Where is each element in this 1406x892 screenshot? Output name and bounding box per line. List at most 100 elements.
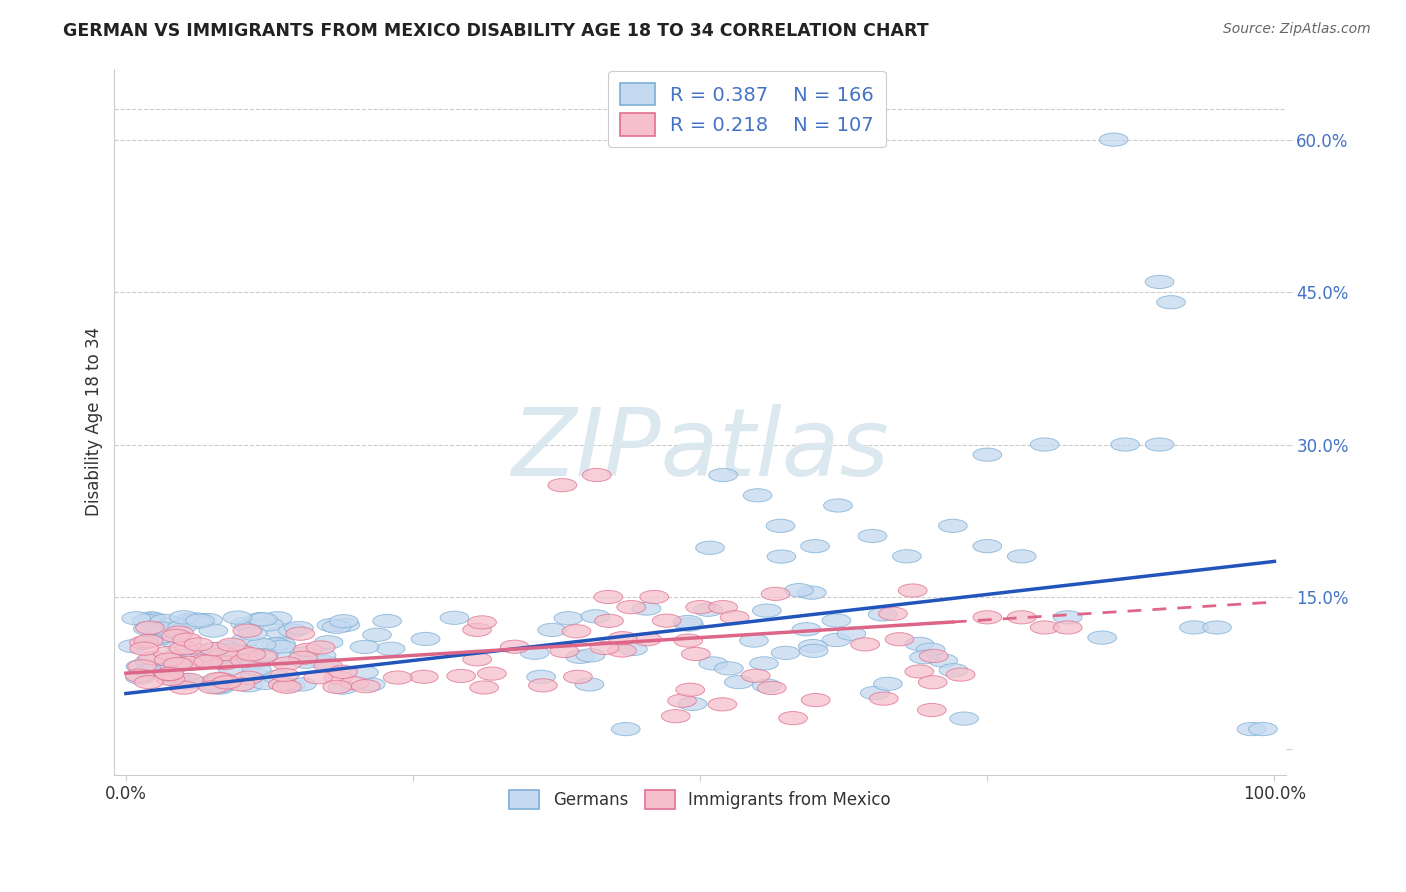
Ellipse shape <box>170 681 198 694</box>
Ellipse shape <box>363 628 391 641</box>
Ellipse shape <box>267 640 295 654</box>
Ellipse shape <box>373 615 402 628</box>
Ellipse shape <box>678 698 707 711</box>
Ellipse shape <box>228 646 256 658</box>
Ellipse shape <box>184 649 212 663</box>
Ellipse shape <box>204 673 232 687</box>
Ellipse shape <box>166 655 194 668</box>
Ellipse shape <box>869 607 897 621</box>
Ellipse shape <box>800 540 830 553</box>
Ellipse shape <box>619 642 647 656</box>
Ellipse shape <box>170 673 200 687</box>
Ellipse shape <box>288 651 318 665</box>
Ellipse shape <box>304 671 332 684</box>
Ellipse shape <box>612 723 640 736</box>
Ellipse shape <box>240 655 270 668</box>
Ellipse shape <box>676 683 704 697</box>
Ellipse shape <box>823 614 851 627</box>
Ellipse shape <box>799 640 827 653</box>
Ellipse shape <box>350 640 380 654</box>
Ellipse shape <box>262 638 290 651</box>
Ellipse shape <box>233 624 262 638</box>
Ellipse shape <box>720 611 749 624</box>
Ellipse shape <box>699 657 727 670</box>
Ellipse shape <box>180 652 209 665</box>
Ellipse shape <box>851 638 880 651</box>
Ellipse shape <box>869 692 898 706</box>
Ellipse shape <box>696 541 724 554</box>
Ellipse shape <box>128 660 156 673</box>
Ellipse shape <box>162 629 190 642</box>
Ellipse shape <box>824 499 852 512</box>
Ellipse shape <box>184 638 212 651</box>
Ellipse shape <box>200 642 228 656</box>
Ellipse shape <box>176 641 204 655</box>
Ellipse shape <box>200 656 229 668</box>
Ellipse shape <box>198 652 226 665</box>
Ellipse shape <box>156 662 186 675</box>
Ellipse shape <box>155 667 184 681</box>
Ellipse shape <box>328 681 357 694</box>
Ellipse shape <box>1146 276 1174 288</box>
Ellipse shape <box>235 620 264 633</box>
Ellipse shape <box>291 655 321 668</box>
Ellipse shape <box>946 668 974 681</box>
Ellipse shape <box>204 674 232 687</box>
Ellipse shape <box>276 679 305 692</box>
Ellipse shape <box>1031 438 1059 451</box>
Ellipse shape <box>169 641 198 655</box>
Ellipse shape <box>218 638 246 651</box>
Text: GERMAN VS IMMIGRANTS FROM MEXICO DISABILITY AGE 18 TO 34 CORRELATION CHART: GERMAN VS IMMIGRANTS FROM MEXICO DISABIL… <box>63 22 929 40</box>
Ellipse shape <box>617 600 645 614</box>
Ellipse shape <box>132 615 162 627</box>
Ellipse shape <box>447 669 475 682</box>
Ellipse shape <box>1202 621 1232 634</box>
Ellipse shape <box>218 662 246 675</box>
Ellipse shape <box>779 712 807 724</box>
Ellipse shape <box>212 676 240 689</box>
Ellipse shape <box>152 662 180 674</box>
Ellipse shape <box>1099 133 1128 146</box>
Ellipse shape <box>134 623 162 635</box>
Ellipse shape <box>209 648 239 661</box>
Ellipse shape <box>318 618 346 632</box>
Ellipse shape <box>308 648 336 662</box>
Ellipse shape <box>1053 621 1083 634</box>
Ellipse shape <box>184 615 212 629</box>
Ellipse shape <box>440 611 468 624</box>
Ellipse shape <box>593 591 623 604</box>
Ellipse shape <box>163 657 193 671</box>
Ellipse shape <box>562 624 591 638</box>
Ellipse shape <box>1031 621 1059 634</box>
Ellipse shape <box>581 610 610 623</box>
Ellipse shape <box>205 679 235 692</box>
Ellipse shape <box>159 617 188 631</box>
Ellipse shape <box>156 673 184 686</box>
Ellipse shape <box>564 670 592 683</box>
Ellipse shape <box>1088 631 1116 644</box>
Ellipse shape <box>233 645 262 657</box>
Ellipse shape <box>129 636 159 649</box>
Ellipse shape <box>136 613 166 626</box>
Ellipse shape <box>163 649 191 663</box>
Ellipse shape <box>125 671 155 684</box>
Ellipse shape <box>797 586 827 599</box>
Ellipse shape <box>194 655 222 668</box>
Ellipse shape <box>129 642 159 656</box>
Ellipse shape <box>231 654 259 667</box>
Ellipse shape <box>294 643 322 657</box>
Ellipse shape <box>470 681 499 694</box>
Ellipse shape <box>768 550 796 563</box>
Ellipse shape <box>153 647 183 660</box>
Ellipse shape <box>215 642 243 656</box>
Ellipse shape <box>273 657 301 670</box>
Ellipse shape <box>550 644 579 657</box>
Ellipse shape <box>224 611 252 624</box>
Ellipse shape <box>135 621 165 634</box>
Ellipse shape <box>186 614 214 627</box>
Ellipse shape <box>247 638 276 651</box>
Ellipse shape <box>529 679 557 692</box>
Ellipse shape <box>138 651 167 665</box>
Ellipse shape <box>284 622 314 634</box>
Ellipse shape <box>478 667 506 681</box>
